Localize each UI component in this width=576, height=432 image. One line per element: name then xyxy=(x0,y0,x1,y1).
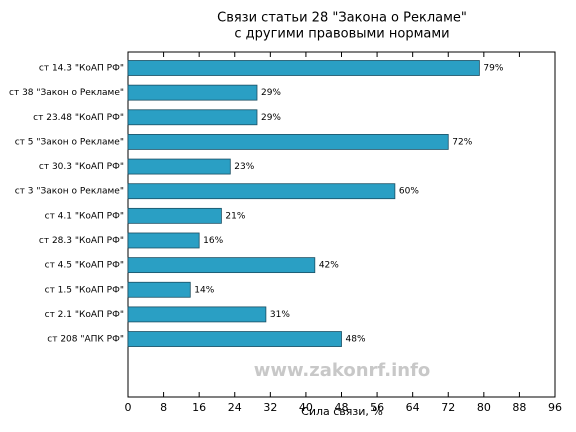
value-label: 29% xyxy=(261,113,281,123)
y-tick-label: ст 2.1 "КоАП РФ" xyxy=(45,310,124,320)
y-tick-label: ст 5 "Закон о Рекламе" xyxy=(15,137,124,147)
x-tick-label: 16 xyxy=(192,401,206,414)
value-label: 16% xyxy=(203,236,223,246)
y-tick-label: ст 14.3 "КоАП РФ" xyxy=(39,64,124,74)
bar xyxy=(127,60,480,76)
x-tick-label: 40 xyxy=(299,401,313,414)
value-label: 42% xyxy=(319,261,339,271)
x-tick-label: 56 xyxy=(370,401,384,414)
value-label: 60% xyxy=(399,187,419,197)
x-tick-label: 0 xyxy=(125,401,132,414)
value-label: 72% xyxy=(452,137,472,147)
x-tick-label: 32 xyxy=(263,401,277,414)
bar xyxy=(127,232,200,249)
x-tick-label: 80 xyxy=(477,401,491,414)
x-tick-label: 96 xyxy=(548,401,562,414)
value-label: 21% xyxy=(225,211,245,221)
value-label: 31% xyxy=(270,310,290,320)
y-tick-label: ст 3 "Закон о Рекламе" xyxy=(15,187,124,197)
chart-title: с другими правовыми нормами xyxy=(234,27,449,42)
y-tick-label: ст 4.5 "КоАП РФ" xyxy=(45,261,124,271)
x-tick-label: 72 xyxy=(441,401,455,414)
bar xyxy=(127,281,191,298)
value-label: 48% xyxy=(346,335,366,345)
value-label: 79% xyxy=(483,64,503,74)
bar xyxy=(127,306,267,323)
y-tick-label: ст 30.3 "КоАП РФ" xyxy=(39,162,124,172)
value-label: 29% xyxy=(261,88,281,98)
watermark: www.zakonrf.info xyxy=(254,360,431,381)
y-tick-label: ст 4.1 "КоАП РФ" xyxy=(45,211,124,221)
y-tick-label: ст 28.3 "КоАП РФ" xyxy=(39,236,124,246)
x-tick-label: 48 xyxy=(335,401,349,414)
bar xyxy=(127,158,231,175)
y-tick-label: ст 1.5 "КоАП РФ" xyxy=(45,285,124,295)
x-tick-label: 88 xyxy=(512,401,526,414)
x-axis-label: Сила связи, % xyxy=(301,405,383,418)
bar xyxy=(127,84,258,101)
y-tick-label: ст 38 "Закон о Рекламе" xyxy=(9,88,124,98)
x-tick-label: 24 xyxy=(228,401,242,414)
chart-title: Связи статьи 28 "Закона о Рекламе" xyxy=(217,11,467,26)
x-tick-label: 8 xyxy=(160,401,167,414)
bar xyxy=(127,331,342,347)
bar xyxy=(127,183,396,200)
bar xyxy=(127,109,258,126)
bar xyxy=(127,207,222,224)
y-tick-label: ст 208 "АПК РФ" xyxy=(47,335,124,345)
bar xyxy=(127,134,449,150)
bar xyxy=(127,257,316,274)
value-label: 23% xyxy=(234,162,254,172)
x-tick-label: 64 xyxy=(406,401,420,414)
value-label: 14% xyxy=(194,285,214,295)
y-tick-label: ст 23.48 "КоАП РФ" xyxy=(33,113,124,123)
